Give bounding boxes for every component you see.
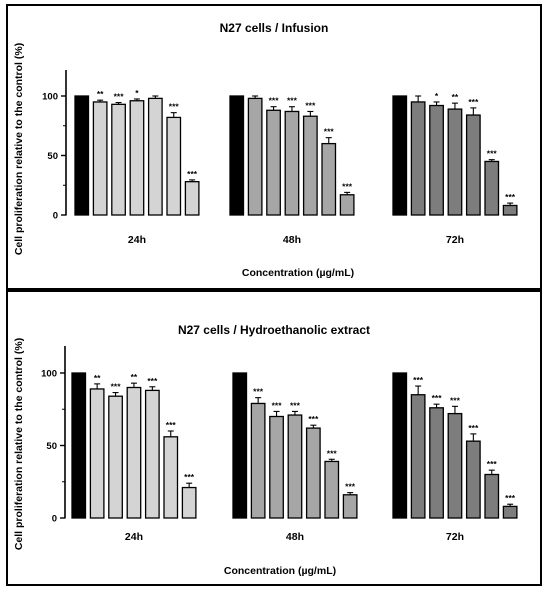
significance-label: *** — [308, 414, 319, 424]
bar — [302, 115, 318, 216]
significance-label: *** — [305, 100, 316, 110]
significance-label: *** — [468, 97, 479, 107]
bar — [144, 389, 160, 519]
bar — [229, 95, 245, 216]
significance-label: *** — [324, 127, 335, 137]
bar — [163, 436, 179, 519]
bar — [92, 101, 108, 216]
bar — [250, 402, 266, 519]
group-label: 72h — [446, 531, 464, 543]
bar — [266, 109, 281, 216]
bar — [126, 386, 142, 519]
chart-title: N27 cells / Infusion — [220, 21, 329, 35]
significance-label: *** — [111, 382, 122, 392]
significance-label: *** — [505, 192, 516, 202]
chart-hydroethanolic: N27 cells / Hydroethanolic extract Cell … — [13, 323, 518, 577]
bar — [108, 395, 123, 519]
bar — [392, 372, 408, 519]
significance-label: *** — [269, 96, 280, 106]
bar — [71, 372, 87, 519]
bar — [429, 104, 444, 216]
bar — [392, 95, 408, 216]
x-axis-label: Concentration (µg/mL) — [242, 267, 354, 279]
significance-label: *** — [450, 395, 461, 405]
bar — [181, 486, 197, 519]
significance-label: *** — [342, 181, 353, 191]
significance-label: ** — [452, 92, 459, 102]
bar — [74, 95, 90, 216]
chart-title: N27 cells / Hydroethanolic extract — [178, 323, 370, 337]
significance-label: ** — [97, 89, 104, 99]
bar — [89, 388, 105, 519]
bar — [410, 101, 426, 216]
significance-label: *** — [147, 376, 158, 386]
bar — [287, 414, 303, 519]
bar — [484, 160, 500, 216]
significance-label: *** — [287, 96, 298, 106]
group-label: 48h — [286, 531, 304, 543]
bar — [342, 494, 358, 519]
significance-label: *** — [166, 420, 177, 430]
significance-label: *** — [290, 400, 301, 410]
bar — [111, 103, 126, 216]
chart-infusion: N27 cells / Infusion Cell proliferation … — [13, 21, 518, 279]
significance-label: *** — [487, 149, 498, 159]
bar — [429, 407, 444, 519]
bar — [502, 505, 518, 519]
significance-label: *** — [253, 387, 264, 397]
bar — [465, 440, 481, 519]
significance-label: *** — [184, 472, 195, 482]
bar — [324, 460, 340, 519]
significance-label: *** — [169, 102, 180, 112]
bar — [147, 97, 163, 216]
bar — [269, 415, 284, 519]
significance-label: *** — [432, 393, 443, 403]
significance-label: * — [435, 91, 439, 101]
significance-label: *** — [272, 400, 283, 410]
chart-panel-hydroethanolic: N27 cells / Hydroethanolic extract Cell … — [6, 290, 542, 586]
bar — [321, 142, 337, 216]
group-label: 72h — [446, 234, 464, 246]
y-tick-label: 0 — [53, 211, 58, 222]
significance-label: ** — [94, 373, 101, 383]
significance-label: *** — [187, 169, 198, 179]
bar — [166, 116, 182, 216]
bar — [284, 110, 300, 216]
significance-label: *** — [413, 375, 424, 385]
chart-panel-infusion: N27 cells / Infusion Cell proliferation … — [6, 4, 542, 290]
bar — [465, 114, 481, 216]
group-label: 24h — [128, 234, 146, 246]
bar — [247, 97, 263, 216]
bar — [129, 100, 145, 216]
y-axis-label: Cell proliferation relative to the contr… — [13, 338, 25, 550]
bar — [339, 194, 355, 216]
y-tick-label: 50 — [46, 441, 57, 452]
y-tick-label: 50 — [47, 151, 58, 162]
bar — [184, 181, 200, 216]
y-tick-label: 100 — [41, 369, 57, 380]
group-label: 24h — [125, 531, 143, 543]
significance-label: ** — [131, 372, 138, 382]
y-tick-label: 100 — [42, 92, 58, 103]
bar — [447, 412, 463, 519]
y-axis-label: Cell proliferation relative to the contr… — [13, 43, 25, 255]
significance-label: * — [135, 88, 139, 98]
bar — [502, 204, 518, 216]
bar — [447, 108, 463, 216]
significance-label: *** — [468, 423, 479, 433]
significance-label: *** — [327, 448, 338, 458]
significance-label: *** — [487, 459, 498, 469]
bar — [410, 394, 426, 519]
y-tick-label: 0 — [52, 514, 57, 525]
x-axis-label: Concentration (µg/mL) — [224, 565, 336, 577]
group-label: 48h — [283, 234, 301, 246]
significance-label: *** — [345, 482, 356, 492]
significance-label: *** — [114, 92, 125, 102]
significance-label: *** — [505, 493, 516, 503]
bar — [305, 427, 321, 519]
bar — [484, 473, 500, 519]
bar — [232, 372, 248, 519]
